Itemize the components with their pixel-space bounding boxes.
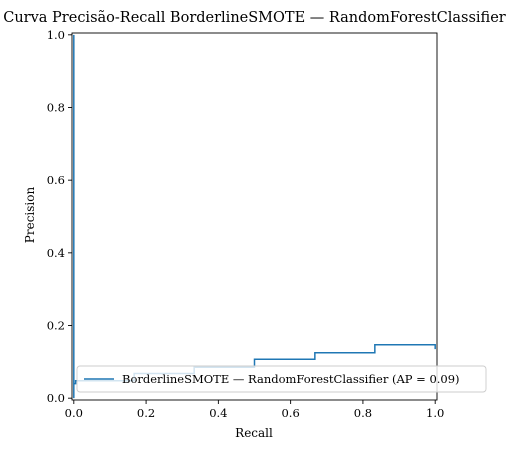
x-tick-label: 0.0	[65, 406, 83, 420]
y-tick-label: 0.8	[47, 100, 65, 114]
x-tick-label: 0.2	[137, 406, 155, 420]
y-tick-label: 0.4	[47, 246, 65, 260]
y-tick-label: 1.0	[47, 28, 65, 42]
axes: 0.0 0.2 0.4 0.6 0.8 1.0 0.0 0.2 0.4 0.6 0.8 1.0	[47, 28, 445, 420]
legend: BorderlineSMOTE — RandomForestClassifier…	[76, 365, 487, 393]
plot-area	[73, 34, 436, 399]
series-line-0	[73, 34, 436, 399]
y-tick-label: 0.6	[47, 173, 65, 187]
x-tick-label: 0.8	[354, 406, 372, 420]
legend-label: BorderlineSMOTE — RandomForestClassifier…	[122, 372, 460, 386]
x-axis-label: Recall	[235, 426, 273, 440]
plot-frame	[71, 32, 438, 401]
y-tick-label: 0.0	[47, 391, 65, 405]
x-tick-label: 0.4	[209, 406, 227, 420]
y-axis-label: Precision	[23, 187, 37, 244]
y-tick-label: 0.2	[47, 319, 65, 333]
legend-box	[76, 365, 487, 393]
chart-title: Curva Precisão-Recall BorderlineSMOTE — …	[3, 10, 506, 26]
x-tick-label: 0.6	[281, 406, 299, 420]
x-tick-label: 1.0	[426, 406, 444, 420]
